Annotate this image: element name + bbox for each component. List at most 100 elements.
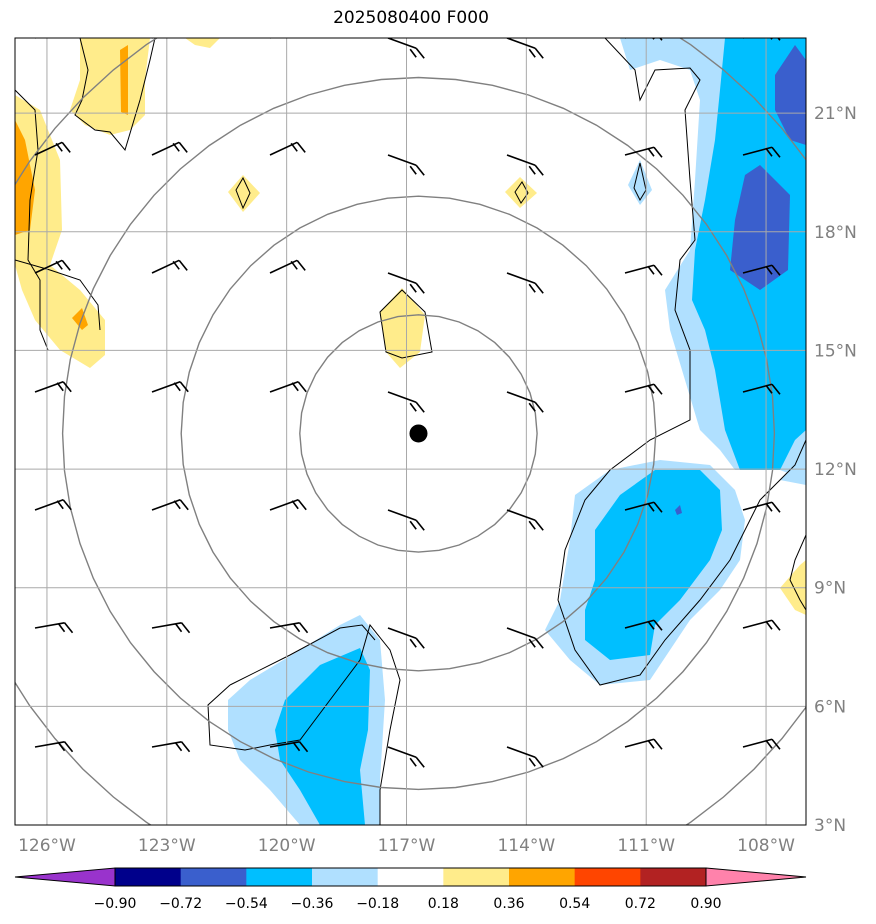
colorbar-segment: [180, 868, 247, 886]
wind-barb: [34, 380, 72, 393]
wind-barb: [34, 141, 71, 156]
colorbar-extend-low: [14, 867, 116, 887]
positive-region-light: [185, 38, 220, 48]
lon-tick-label: 111°W: [617, 836, 675, 856]
negative-region-mid: [275, 648, 370, 825]
colorbar-segment: [312, 868, 379, 886]
wind-barb: [506, 391, 544, 413]
colorbar-tick-labels: −0.90 −0.72 −0.54 −0.36 −0.18 0.18 0.36 0.54 0.7…: [94, 896, 722, 912]
colorbar-extend-high: [705, 867, 807, 887]
wind-barb: [34, 259, 71, 274]
wind-barb: [387, 509, 425, 531]
wind-barb: [387, 38, 425, 59]
wind-barb: [270, 38, 272, 39]
negative-region-dark: [730, 165, 790, 290]
range-ring: [61, 76, 776, 791]
lat-lon-grid: [15, 38, 806, 825]
wind-barb: [742, 619, 781, 631]
colorbar-segment: [443, 868, 510, 886]
wind-barb: [742, 146, 781, 158]
positive-region-mid: [72, 308, 88, 330]
wind-barb: [151, 141, 188, 156]
wind-barb: [35, 38, 37, 39]
negative-region-dark: [775, 45, 806, 145]
lat-tick-label: 6°N: [814, 697, 846, 717]
wind-barb: [742, 501, 781, 513]
wind-barb: [506, 746, 544, 768]
lat-tick-label: 9°N: [814, 579, 846, 599]
colorbar-level-label: −0.54: [225, 896, 268, 912]
colorbar-level-label: −0.36: [291, 896, 334, 912]
plot-frame: [14, 37, 807, 826]
lat-tick-label: 21°N: [814, 104, 857, 124]
colorbar-segment: [377, 868, 444, 886]
map-title: 2025080400 F000: [333, 8, 489, 28]
wind-barb: [625, 38, 663, 41]
wind-barb: [34, 741, 74, 753]
wind-barb: [269, 498, 307, 511]
latitude-tick-labels: 3°N 6°N 9°N 12°N 15°N 18°N 21°N: [814, 104, 857, 836]
wind-barb: [742, 738, 781, 750]
range-ring: [299, 314, 538, 553]
storm-center-marker: [409, 424, 428, 443]
positive-region-light: [380, 288, 425, 368]
wind-barb: [743, 38, 781, 41]
wind-barb: [387, 272, 425, 294]
lon-tick-label: 114°W: [497, 836, 555, 856]
wind-barb: [624, 738, 663, 750]
wind-barb: [506, 38, 544, 59]
lat-tick-label: 3°N: [814, 816, 846, 836]
negative-region-mid: [585, 470, 722, 660]
wind-barb: [742, 383, 781, 395]
wind-barb: [387, 154, 425, 176]
wind-barb: [34, 622, 74, 634]
colorbar-level-label: 0.18: [428, 896, 459, 912]
wind-barb: [506, 627, 544, 649]
positive-region-light: [505, 177, 537, 208]
wind-barb: [269, 141, 306, 156]
wind-barb: [269, 622, 309, 634]
lon-tick-label: 120°W: [258, 836, 316, 856]
wind-barb: [152, 38, 154, 39]
negative-region-light: [628, 160, 652, 205]
colorbar-segment: [246, 868, 313, 886]
colorbar-frame: [114, 867, 707, 887]
wind-barb: [269, 380, 307, 393]
lon-tick-label: 108°W: [737, 836, 795, 856]
wind-barb: [624, 146, 663, 158]
colorbar-level-label: 0.72: [625, 896, 656, 912]
positive-region-light: [70, 38, 150, 135]
colorbar-level-label: −0.72: [159, 896, 202, 912]
colorbar-level-label: 0.36: [493, 896, 524, 912]
wind-barb: [506, 154, 544, 176]
lon-tick-label: 123°W: [138, 836, 196, 856]
wind-barb: [151, 741, 191, 753]
lat-tick-label: 12°N: [814, 460, 857, 480]
wind-barb: [624, 264, 663, 276]
lat-tick-label: 18°N: [814, 223, 857, 243]
colorbar-level-label: −0.18: [356, 896, 399, 912]
colorbar-segment: [115, 868, 182, 886]
colorbar-level-label: 0.90: [690, 896, 721, 912]
wind-barbs: [34, 38, 781, 768]
wind-barb: [151, 498, 189, 511]
negative-region-dark: [675, 505, 682, 515]
colorbar-segment: [574, 868, 641, 886]
colorbar-segment: [509, 868, 576, 886]
wind-barb: [151, 380, 189, 393]
wind-barb: [624, 383, 663, 395]
wind-barb: [151, 259, 188, 274]
wind-barb: [506, 272, 544, 294]
lon-tick-label: 126°W: [18, 836, 76, 856]
colorbar: [14, 867, 807, 887]
positive-region-light: [228, 175, 260, 212]
colorbar-segment: [640, 868, 707, 886]
wind-barb: [624, 501, 663, 513]
wind-barb: [387, 391, 425, 413]
lat-tick-label: 15°N: [814, 341, 857, 361]
colorbar-level-label: 0.54: [559, 896, 590, 912]
shaded-field: [15, 38, 806, 825]
